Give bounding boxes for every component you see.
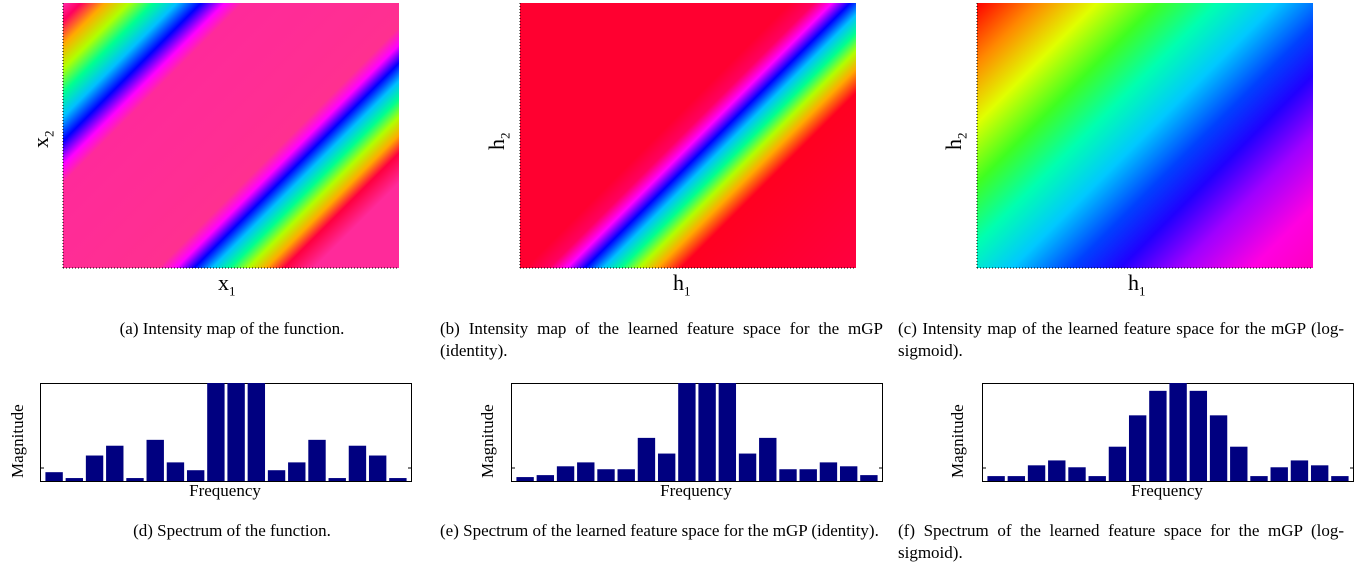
axis-frame bbox=[982, 383, 1354, 481]
bar bbox=[657, 453, 676, 481]
spectrum-chart-e bbox=[511, 383, 883, 482]
bar bbox=[1068, 467, 1086, 481]
bar bbox=[860, 475, 878, 481]
bar bbox=[186, 470, 205, 481]
x-axis-label-f: Frequency bbox=[1131, 481, 1203, 500]
bar bbox=[556, 466, 575, 481]
caption-c: (c) Intensity map of the learned feature… bbox=[898, 319, 1344, 360]
spectrum-chart-d bbox=[40, 383, 412, 482]
bar bbox=[1027, 465, 1046, 481]
bar bbox=[1250, 476, 1268, 481]
bar bbox=[267, 470, 286, 481]
bar bbox=[146, 439, 164, 481]
bar bbox=[987, 476, 1005, 481]
bar bbox=[308, 439, 326, 481]
bar bbox=[389, 478, 407, 481]
y-axis-label-e: Magnitude bbox=[478, 404, 497, 478]
bar bbox=[799, 469, 817, 481]
bar bbox=[1189, 390, 1208, 481]
bar bbox=[1128, 415, 1147, 481]
bar bbox=[1331, 476, 1349, 481]
x-axis-label-c: h1 bbox=[1128, 270, 1146, 299]
bar bbox=[536, 475, 555, 481]
heatmap-c bbox=[976, 3, 1313, 269]
bar bbox=[759, 437, 777, 481]
caption-d: (d) Spectrum of the function. bbox=[133, 521, 331, 540]
bar bbox=[617, 469, 635, 481]
y-axis-label-c: h2 bbox=[941, 132, 970, 151]
bar bbox=[1290, 460, 1309, 481]
bar bbox=[839, 466, 858, 481]
bar bbox=[85, 455, 104, 481]
y-axis-label-b: h2 bbox=[484, 132, 513, 151]
bar bbox=[1310, 465, 1329, 481]
x-axis-label-d: Frequency bbox=[189, 481, 261, 500]
y-axis-label-a: x2 bbox=[28, 130, 57, 149]
bar bbox=[106, 445, 124, 481]
bar bbox=[328, 478, 346, 481]
bar bbox=[698, 383, 716, 481]
bar bbox=[247, 383, 266, 481]
bar bbox=[577, 462, 595, 481]
x-axis-label-a: x1 bbox=[218, 270, 236, 299]
x-axis-label-e: Frequency bbox=[660, 481, 732, 500]
bar bbox=[368, 455, 387, 481]
x-axis-label-b: h1 bbox=[673, 270, 691, 299]
bar bbox=[738, 453, 757, 481]
bar bbox=[1108, 446, 1127, 481]
bar bbox=[1007, 476, 1026, 481]
bar bbox=[819, 462, 838, 481]
bar bbox=[1169, 383, 1187, 481]
bar bbox=[348, 445, 367, 481]
bar bbox=[166, 462, 185, 481]
bar bbox=[1209, 415, 1228, 481]
bar bbox=[1088, 476, 1106, 481]
bar bbox=[1270, 467, 1288, 481]
caption-e: (e) Spectrum of the learned feature spac… bbox=[440, 521, 879, 540]
bar bbox=[288, 462, 306, 481]
bar bbox=[207, 383, 225, 481]
axis-frame bbox=[511, 383, 883, 481]
axis-frame bbox=[40, 383, 412, 481]
bar bbox=[779, 469, 797, 481]
bar bbox=[45, 472, 63, 481]
y-axis-label-d: Magnitude bbox=[8, 404, 27, 478]
bar bbox=[678, 383, 696, 481]
bar bbox=[65, 478, 84, 481]
caption-f: (f) Spectrum of the learned feature spac… bbox=[898, 521, 1344, 562]
bar bbox=[597, 469, 615, 481]
bar bbox=[1230, 446, 1248, 481]
y-axis-label-f: Magnitude bbox=[948, 404, 967, 478]
bar bbox=[126, 478, 144, 481]
caption-a: (a) Intensity map of the function. bbox=[119, 319, 345, 338]
bar bbox=[227, 383, 245, 481]
caption-b: (b) Intensity map of the learned feature… bbox=[440, 319, 883, 360]
bar bbox=[1149, 390, 1167, 481]
heatmap-b bbox=[519, 3, 856, 269]
bar bbox=[516, 477, 534, 481]
spectrum-chart-f bbox=[982, 383, 1354, 482]
bar bbox=[637, 437, 656, 481]
heatmap-a bbox=[62, 3, 399, 269]
bar bbox=[718, 383, 737, 481]
bar bbox=[1048, 460, 1066, 481]
